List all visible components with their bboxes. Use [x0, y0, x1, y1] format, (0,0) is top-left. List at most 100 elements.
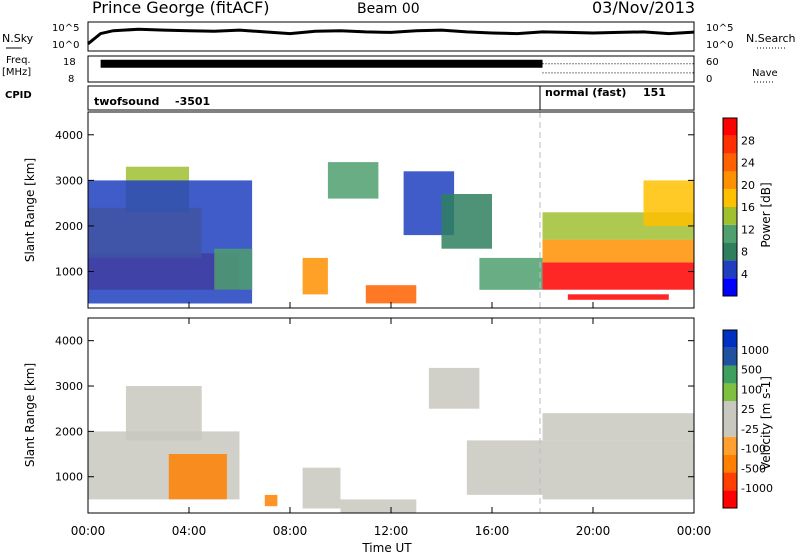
- cpid-1-program: twofsound: [94, 95, 159, 108]
- power-y-tick-label: 2000: [55, 220, 83, 233]
- cpid-label: CPID: [5, 90, 32, 101]
- cpid-frame: [87, 85, 695, 111]
- noise-right-tick-bottom: 10^0: [706, 40, 733, 51]
- power-patch-12: [542, 262, 694, 290]
- cpid-2-program: normal (fast): [545, 86, 626, 99]
- power-patch-16: [643, 180, 694, 226]
- date-title: 03/Nov/2013: [592, 0, 695, 17]
- velocity-data: [88, 367, 694, 513]
- cpid-1-id: -3501: [175, 95, 210, 108]
- power-data: [88, 162, 694, 304]
- power-colorbar-tick-label: 4: [741, 268, 748, 281]
- frequency-panel: 18 8 60 0: [63, 55, 719, 85]
- power-y-tick-label: 3000: [55, 174, 83, 187]
- power-colorbar-swatch: [723, 153, 737, 172]
- power-patch-10: [441, 194, 492, 249]
- velocity-colorbar-tick-label: -500: [741, 462, 766, 475]
- power-patch-8: [365, 285, 417, 304]
- velocity-colorbar-swatch: [723, 436, 737, 455]
- velocity-x-axis: 00:00 04:00 08:00 12:00 16:00 20:00 00:00: [71, 302, 712, 538]
- velocity-colorbar-swatch: [723, 419, 737, 437]
- power-colorbar-tick-label: 8: [741, 246, 748, 259]
- power-y-axis-label: Slant Range [km]: [23, 158, 37, 262]
- x-tick-label: 04:00: [172, 524, 207, 538]
- cpid-panel: twofsound -3501 normal (fast) 151: [87, 85, 695, 111]
- x-tick-label: 08:00: [273, 524, 308, 538]
- nave-label: Nave: [752, 68, 778, 79]
- power-colorbar-tick-label: 20: [741, 179, 755, 192]
- x-tick-label: 20:00: [576, 524, 611, 538]
- noise-right-tick-top: 10^5: [706, 23, 733, 34]
- power-patch-6: [302, 257, 328, 295]
- power-y-tick-label: 1000: [55, 266, 83, 279]
- freq-left-tick-top: 18: [63, 57, 76, 68]
- freq-unit-label: [MHz]: [2, 67, 31, 78]
- velocity-colorbar: 1000 500 100 25 -25 -100 -500 -1000: [722, 329, 773, 509]
- velocity-y-axis: 1000 2000 3000 4000: [55, 335, 694, 484]
- x-axis-label: Time UT: [361, 541, 412, 554]
- velocity-y-tick-label: 2000: [55, 425, 83, 438]
- noise-left-tick-bottom: 10^0: [52, 40, 79, 51]
- beam-title: Beam 00: [357, 1, 420, 17]
- power-colorbar-swatch: [723, 278, 737, 296]
- power-colorbar-swatch: [723, 189, 737, 207]
- velocity-colorbar-swatch: [723, 383, 737, 402]
- freq-left-tick-bottom: 8: [68, 74, 74, 85]
- power-patch-7: [327, 162, 379, 199]
- noise-left-tick-top: 10^5: [52, 23, 79, 34]
- power-y-axis: 1000 2000 3000 4000: [55, 129, 694, 279]
- velocity-y-tick-label: 4000: [55, 335, 83, 348]
- power-colorbar-swatch: [723, 260, 737, 279]
- power-y-tick-label: 4000: [55, 129, 83, 142]
- velocity-colorbar-frame: [722, 329, 738, 509]
- velocity-colorbar-swatch: [723, 365, 737, 384]
- velocity-patch-6: [340, 499, 417, 513]
- noise-series-line: [87, 27, 695, 45]
- nsky-label: N.Sky: [2, 32, 34, 45]
- velocity-patch-7: [428, 367, 480, 409]
- x-tick-label: 12:00: [374, 524, 409, 538]
- power-colorbar-label: Power [dB]: [759, 182, 773, 247]
- power-colorbar-tick-label: 28: [741, 134, 755, 147]
- noise-panel: 10^5 10^0 10^5 10^0: [52, 21, 733, 52]
- velocity-colorbar-tick-label: -25: [741, 423, 759, 436]
- velocity-y-tick-label: 1000: [55, 471, 83, 484]
- power-colorbar: 28 24 20 16 12 8 4: [722, 117, 755, 297]
- station-title: Prince George (fitACF): [92, 0, 270, 17]
- velocity-patch-3: [168, 454, 227, 500]
- power-colorbar-tick-label: 12: [741, 223, 755, 236]
- nsearch-label: N.Search: [746, 32, 796, 45]
- velocity-patch-4: [264, 494, 278, 507]
- velocity-colorbar-swatch: [723, 490, 737, 508]
- velocity-patch-5: [302, 467, 341, 509]
- x-tick-label: 00:00: [677, 524, 712, 538]
- velocity-patch-8: [466, 440, 543, 495]
- velocity-colorbar-tick-label: -100: [741, 443, 766, 456]
- power-colorbar-swatch: [723, 207, 737, 225]
- power-patch-13: [542, 239, 694, 263]
- power-panel: 1000 2000 3000 4000 Slant Range [km] 28 24 20…: [23, 111, 773, 309]
- velocity-colorbar-tick-label: 25: [741, 403, 755, 416]
- power-colorbar-frame: [722, 117, 738, 297]
- velocity-colorbar-swatch: [723, 454, 737, 473]
- velocity-patch-9: [542, 440, 694, 500]
- power-colorbar-swatch: [723, 135, 737, 154]
- velocity-colorbar-tick-label: 100: [741, 383, 762, 396]
- velocity-y-axis-label: Slant Range [km]: [23, 363, 37, 467]
- freq-right-tick-top: 60: [706, 57, 719, 68]
- velocity-y-tick-label: 3000: [55, 380, 83, 393]
- power-patch-11: [479, 257, 543, 290]
- power-patch-5: [214, 248, 253, 290]
- velocity-colorbar-swatch: [723, 330, 737, 348]
- velocity-colorbar-swatch: [723, 401, 737, 419]
- x-tick-label: 16:00: [475, 524, 510, 538]
- velocity-colorbar-swatch: [723, 347, 737, 366]
- velocity-colorbar-tick-label: 500: [741, 364, 762, 377]
- x-tick-label: 00:00: [71, 524, 106, 538]
- frequency-frame: [87, 55, 695, 83]
- velocity-patch-2: [125, 386, 202, 441]
- velocity-patch-10: [542, 413, 694, 441]
- velocity-colorbar-tick-label: 1000: [741, 344, 769, 357]
- noise-frame: [87, 21, 695, 52]
